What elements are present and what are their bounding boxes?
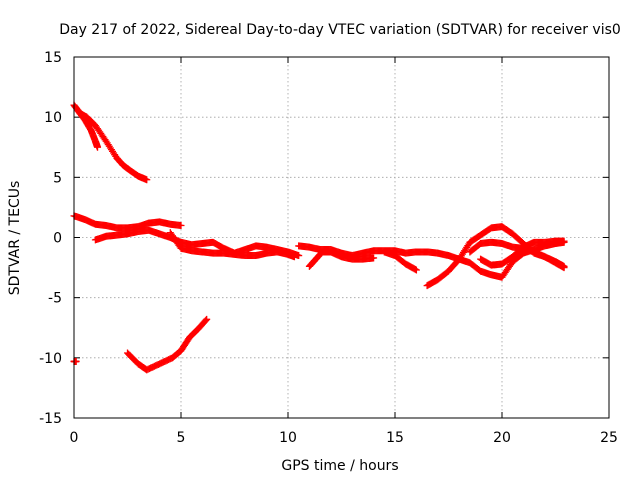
chart-title: Day 217 of 2022, Sidereal Day-to-day VTE…: [59, 22, 621, 38]
data-point: [177, 221, 185, 229]
plot-frame: [73, 56, 610, 419]
series-arc-rise-d: [477, 237, 568, 269]
data-point: [560, 237, 568, 245]
data-point: [412, 266, 420, 274]
series-arc-mid-1: [70, 212, 185, 232]
x-axis-label: GPS time / hours: [281, 458, 398, 474]
data-point: [290, 253, 298, 261]
x-tick-label: 10: [279, 430, 297, 446]
series-arc-upper-branch: [74, 107, 102, 151]
data-point: [295, 252, 303, 260]
y-tick-label: 5: [53, 170, 62, 186]
y-tick-label: -15: [39, 411, 62, 427]
y-tick-label: -5: [48, 291, 62, 307]
series-arc-low-start: [70, 357, 80, 365]
series-arc-low-valley: [124, 315, 211, 374]
x-tick-label: 20: [493, 430, 511, 446]
y-tick-label: 0: [53, 231, 62, 247]
x-tick-label: 5: [177, 430, 186, 446]
y-axis-label: SDTVAR / TECUs: [7, 181, 23, 296]
data-points: [70, 101, 568, 374]
x-tick-label: 25: [600, 430, 618, 446]
data-point: [143, 176, 151, 184]
data-point: [560, 262, 568, 270]
x-tick-label: 15: [386, 430, 404, 446]
x-tick-label: 0: [70, 430, 79, 446]
data-point: [94, 143, 102, 151]
data-point: [202, 316, 210, 324]
y-tick-label: -10: [39, 351, 62, 367]
data-point: [370, 254, 378, 262]
y-tick-label: 15: [44, 50, 62, 66]
data-point: [203, 315, 211, 323]
y-tick-label: 10: [44, 110, 62, 126]
series-arc-mid-3: [166, 229, 298, 261]
series-arc-mid-5: [295, 242, 442, 260]
series-arc-mid-6: [380, 248, 420, 274]
series-arc-rise-c: [466, 238, 568, 270]
